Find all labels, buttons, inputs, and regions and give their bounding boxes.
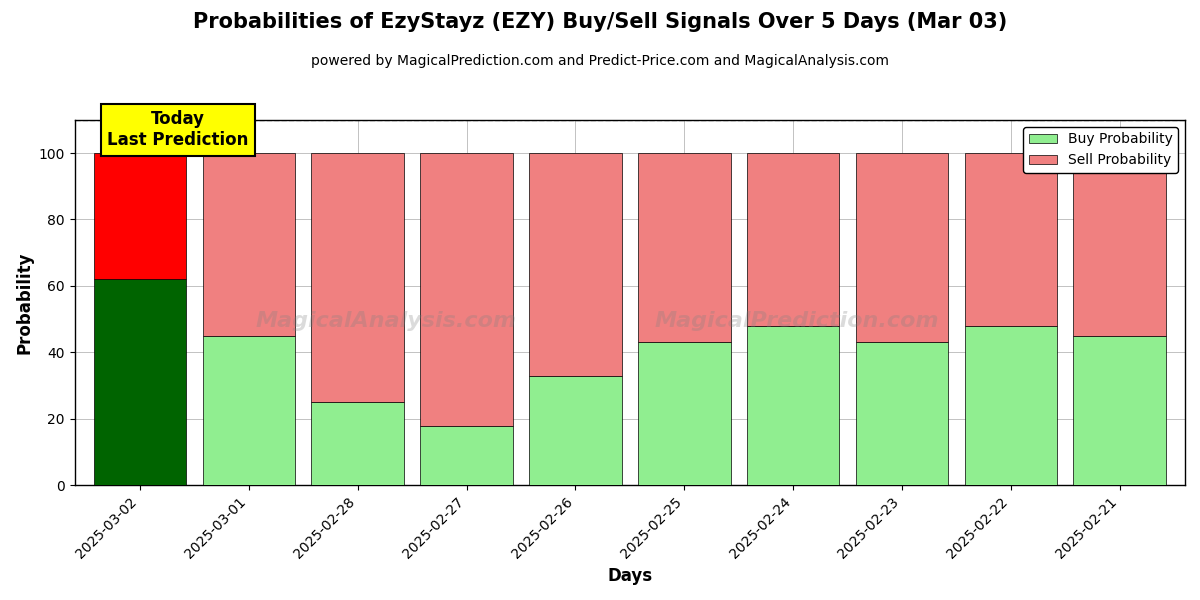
Bar bbox=[312, 153, 404, 402]
Bar bbox=[856, 343, 948, 485]
Text: MagicalAnalysis.com: MagicalAnalysis.com bbox=[256, 311, 516, 331]
Bar bbox=[203, 153, 295, 336]
Bar bbox=[1074, 153, 1166, 336]
Bar bbox=[746, 326, 839, 485]
Bar bbox=[94, 280, 186, 485]
Y-axis label: Probability: Probability bbox=[16, 251, 34, 354]
Bar bbox=[965, 326, 1057, 485]
Bar bbox=[638, 153, 731, 343]
Bar bbox=[312, 402, 404, 485]
Bar bbox=[94, 153, 186, 280]
Text: powered by MagicalPrediction.com and Predict-Price.com and MagicalAnalysis.com: powered by MagicalPrediction.com and Pre… bbox=[311, 54, 889, 68]
Bar bbox=[529, 376, 622, 485]
Bar bbox=[638, 343, 731, 485]
Bar bbox=[746, 153, 839, 326]
Bar bbox=[965, 153, 1057, 326]
X-axis label: Days: Days bbox=[607, 567, 653, 585]
Legend: Buy Probability, Sell Probability: Buy Probability, Sell Probability bbox=[1024, 127, 1178, 173]
Bar bbox=[1074, 336, 1166, 485]
Bar bbox=[203, 336, 295, 485]
Text: Probabilities of EzyStayz (EZY) Buy/Sell Signals Over 5 Days (Mar 03): Probabilities of EzyStayz (EZY) Buy/Sell… bbox=[193, 12, 1007, 32]
Bar bbox=[529, 153, 622, 376]
Text: Today
Last Prediction: Today Last Prediction bbox=[107, 110, 248, 149]
Bar bbox=[420, 425, 512, 485]
Bar bbox=[856, 153, 948, 343]
Text: MagicalPrediction.com: MagicalPrediction.com bbox=[654, 311, 938, 331]
Bar bbox=[420, 153, 512, 425]
